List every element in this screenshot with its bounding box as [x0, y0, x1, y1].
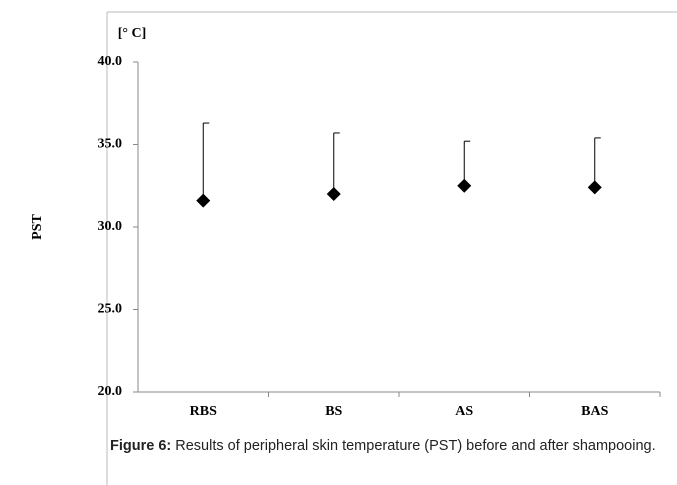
caption-text: Results of peripheral skin temperature (…: [175, 438, 656, 454]
unit-label: [° C]: [118, 26, 147, 41]
x-tick-label: AS: [455, 404, 473, 419]
y-tick-label: 35.0: [98, 137, 123, 152]
y-tick-label: 25.0: [98, 302, 123, 317]
x-tick-label: BAS: [581, 404, 608, 419]
y-tick-label: 40.0: [98, 54, 123, 69]
y-tick-label: 20.0: [98, 384, 123, 399]
point: [587, 180, 602, 195]
point: [326, 187, 341, 201]
caption: Figure 6: Results of peripheral skin tem…: [110, 436, 666, 456]
caption-label: Figure 6:: [110, 438, 172, 454]
frame: [106, 11, 677, 485]
x-tick-label: RBS: [190, 404, 217, 419]
y-axis-label: PST: [30, 214, 45, 240]
x-tick-label: BS: [325, 404, 342, 419]
point: [196, 193, 211, 208]
y-tick-label: 30.0: [98, 219, 123, 234]
point: [457, 178, 472, 193]
